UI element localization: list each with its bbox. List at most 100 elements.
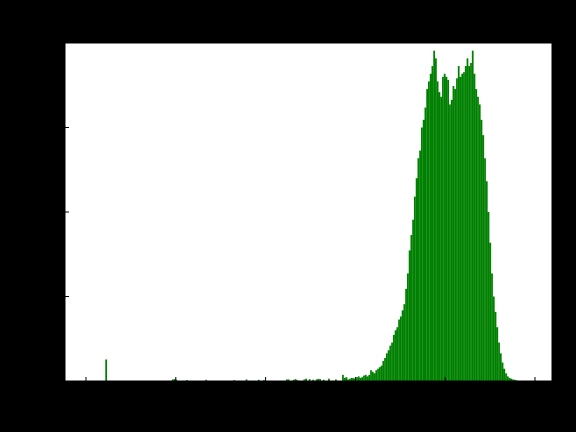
histogram-bar [105,359,108,381]
plot-frame [64,42,553,382]
histogram-bar [257,379,260,381]
histogram-bar [356,377,358,381]
histogram-bar [345,377,348,381]
histogram-bar [438,92,441,381]
histogram-bar [485,181,488,381]
histogram-bar [450,99,453,381]
histogram-bar [436,81,439,381]
histogram-bar [305,378,307,381]
histogram-bar [487,212,490,381]
histogram-bar [398,319,400,381]
histogram-bar [391,342,393,381]
histogram-bar [480,119,483,381]
histogram-bar [375,370,378,381]
histogram-bar [319,379,322,381]
histogram-bar [431,66,434,382]
histogram-bar [482,135,485,381]
histogram-bar [442,76,444,382]
histogram-bar [484,158,486,381]
histogram-bar [384,357,386,381]
histogram-bar [478,104,481,381]
histogram-bar [315,379,318,381]
histogram-bar [466,58,469,382]
histogram-bar [510,378,513,381]
histogram-bar [245,379,248,381]
histogram-bar [378,367,381,381]
histogram-bar [373,373,376,381]
histogram-bar [459,76,462,382]
histogram-bar [350,377,353,381]
histogram-bar [505,373,507,381]
histogram-bar [347,379,350,381]
histogram-bar [385,353,388,381]
histogram-bar [426,89,429,381]
histogram-bar [205,379,208,381]
histogram-bar [475,89,478,381]
histogram-bar [512,379,514,381]
histogram-bar [508,377,511,381]
histogram-bar [171,379,174,381]
histogram-bar [335,379,337,381]
histogram-bar [399,316,402,381]
histogram-bar [410,235,413,381]
histogram-bar [312,379,314,381]
histogram-bar [454,89,457,381]
histogram-bar [285,379,288,381]
histogram-bar [421,127,423,381]
histogram-bar [415,178,418,381]
histogram-bar [473,73,476,381]
histogram-bar [382,361,385,381]
histogram-bar [443,73,446,381]
histogram-bar [440,96,443,382]
histogram-bars [105,50,518,382]
histogram-bar [317,378,320,381]
histogram-bar [477,96,479,382]
histogram-bar [405,288,407,381]
histogram-bar [406,273,409,381]
histogram-bar [322,379,325,381]
histogram-bar [413,196,416,381]
histogram-bar [408,250,411,381]
histogram-bar [380,365,383,381]
histogram-bar [175,379,178,381]
histogram-bar [292,379,295,381]
histogram-bar [287,379,290,381]
histogram-bar [468,66,471,382]
histogram-bar [403,304,406,381]
histogram-bar [503,368,506,381]
histogram-bar [471,50,474,382]
histogram-bar [328,378,330,381]
histogram-bar [364,374,367,381]
histogram-bar [445,76,448,382]
histogram-bar [494,311,497,381]
histogram-bar [308,379,311,381]
histogram-bar [452,86,455,382]
histogram-bar [457,66,460,382]
histogram-bar [492,296,495,381]
histogram-bar [366,376,369,381]
histogram-bar [456,78,458,381]
histogram-bar [389,345,392,381]
histogram-bar [461,73,464,381]
histogram-bar [489,242,492,381]
histogram-bar [387,350,390,381]
histogram-bar [463,72,465,381]
histogram-bar [392,334,395,381]
histogram-bar [422,119,425,381]
histogram-bar [513,379,516,381]
histogram-bar [424,107,427,381]
histogram-bar [417,158,420,381]
histogram-bar [435,58,437,382]
histogram-bar [361,377,364,381]
histogram-bar [419,150,421,381]
histogram-bar [491,273,493,381]
histogram-bar [173,379,176,381]
histogram-bar [464,66,467,382]
histogram-bar [396,327,399,381]
histogram-bar [433,50,436,382]
histogram-bar [342,374,344,381]
histogram-bar [428,81,430,381]
histogram-bar [371,371,374,381]
histogram-bar [363,375,365,381]
